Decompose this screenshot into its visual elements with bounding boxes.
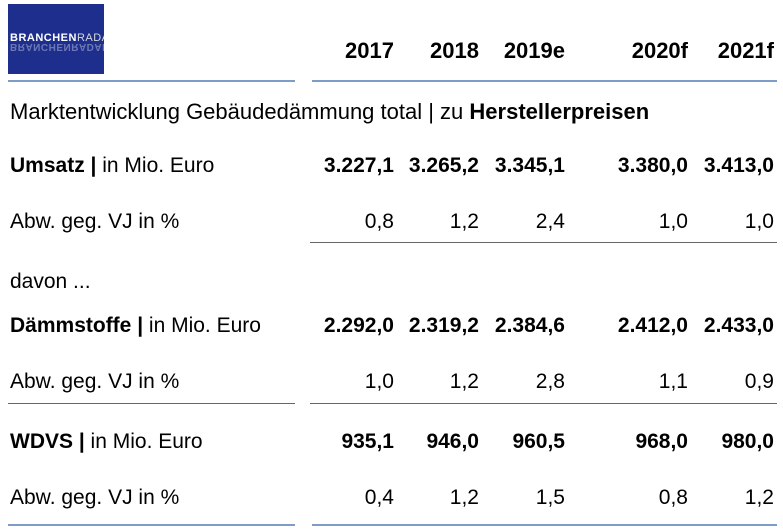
column-header-2017: 2017 (345, 38, 394, 63)
abw-wdvs-2021f: 1,2 (744, 486, 774, 509)
row-label-wdvs: WDVS | in Mio. Euro (10, 430, 203, 453)
abw-umsatz-2018: 1,2 (449, 210, 479, 233)
row-label-abw-umsatz: Abw. geg. VJ in % (10, 210, 180, 233)
abw-daemmstoffe-2018: 1,2 (449, 370, 479, 393)
branchenradar-logo: BRANCHENRADAR BRANCHENRADAR (8, 4, 104, 74)
wdvs-2017: 935,1 (341, 430, 394, 453)
davon-label: davon ... (10, 270, 91, 293)
column-header-2019e: 2019e (503, 38, 565, 63)
header-rule-left (8, 80, 295, 82)
logo-text: BRANCHENRADAR (10, 32, 104, 44)
row-label-abw-daemmstoffe: Abw. geg. VJ in % (10, 370, 180, 393)
column-header-2020f: 2020f (631, 38, 688, 63)
daemmstoffe-2017: 2.292,0 (323, 314, 394, 337)
abw-daemmstoffe-2017: 1,0 (364, 370, 394, 393)
column-header-2021f: 2021f (717, 38, 774, 63)
umsatz-2018: 3.265,2 (408, 154, 479, 177)
row-label-daemmstoffe: Dämmstoffe | in Mio. Euro (10, 314, 261, 337)
wdvs-2020f: 968,0 (635, 430, 688, 453)
daemmstoffe-2019e: 2.384,6 (494, 314, 565, 337)
row-label-abw-wdvs: Abw. geg. VJ in % (10, 486, 180, 509)
abw-daemmstoffe-2020f: 1,1 (658, 370, 688, 393)
header-rule-right (312, 80, 777, 82)
daemmstoffe-2020f: 2.412,0 (617, 314, 688, 337)
umsatz-2020f: 3.380,0 (617, 154, 688, 177)
abw-daemmstoffe-2019e: 2,8 (535, 370, 565, 393)
abw-umsatz-2021f: 1,0 (744, 210, 774, 233)
wdvs-2019e: 960,5 (512, 430, 565, 453)
wdvs-2018: 946,0 (426, 430, 479, 453)
abw-wdvs-2018: 1,2 (449, 486, 479, 509)
row-divider (310, 242, 777, 243)
abw-wdvs-2019e: 1,5 (535, 486, 565, 509)
abw-umsatz-2020f: 1,0 (658, 210, 688, 233)
abw-umsatz-2019e: 2,4 (535, 210, 565, 233)
footer-rule-right (312, 524, 777, 526)
abw-wdvs-2020f: 0,8 (658, 486, 688, 509)
daemmstoffe-2018: 2.319,2 (408, 314, 479, 337)
abw-daemmstoffe-2021f: 0,9 (744, 370, 774, 393)
umsatz-2021f: 3.413,0 (703, 154, 774, 177)
column-header-2018: 2018 (430, 38, 479, 63)
umsatz-2019e: 3.345,1 (494, 154, 565, 177)
row-label-umsatz: Umsatz | in Mio. Euro (10, 154, 215, 177)
umsatz-2017: 3.227,1 (323, 154, 394, 177)
footer-rule-left (8, 524, 295, 526)
abw-wdvs-2017: 0,4 (364, 486, 394, 509)
wdvs-2021f: 980,0 (721, 430, 774, 453)
daemmstoffe-2021f: 2.433,0 (703, 314, 774, 337)
row-divider (310, 403, 777, 404)
abw-umsatz-2017: 0,8 (364, 210, 394, 233)
section-title: Marktentwicklung Gebäudedämmung total | … (10, 99, 650, 124)
row-divider (8, 403, 295, 404)
